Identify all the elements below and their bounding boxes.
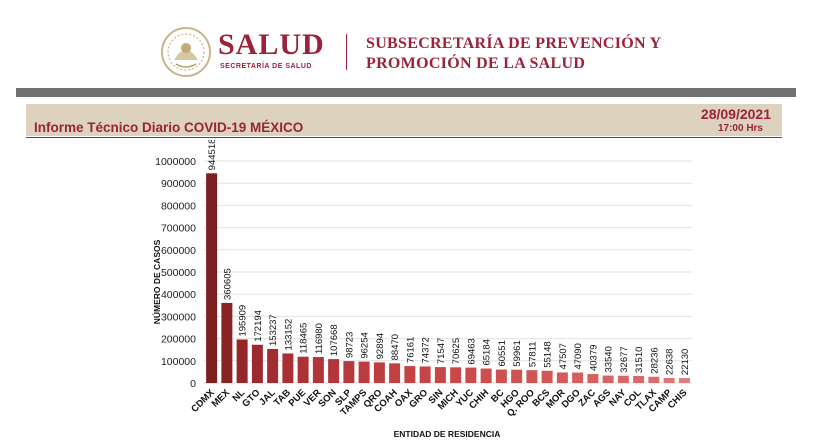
bar-value-label: 57811: [527, 341, 538, 367]
bar: [617, 375, 629, 383]
bar-value-label: 107668: [329, 324, 340, 356]
bar: [633, 376, 645, 383]
header-divider: [346, 34, 347, 70]
bar-value-label: 22130: [680, 349, 691, 375]
bar-value-label: 944518: [207, 140, 218, 170]
y-tick-label: 100000: [161, 356, 196, 368]
bar: [678, 378, 690, 383]
bar-value-label: 70625: [451, 338, 462, 364]
bar: [587, 374, 599, 383]
brand-subtitle: SECRETARÍA DE SALUD: [220, 63, 312, 70]
bar: [221, 302, 233, 383]
header-band: [16, 88, 796, 97]
bar: [648, 376, 660, 383]
bar: [419, 366, 431, 383]
y-tick-label: 900000: [161, 178, 196, 190]
bar: [602, 375, 614, 383]
x-tick-label: MEX: [210, 387, 233, 410]
bar: [297, 356, 309, 383]
bar-value-label: 76161: [405, 337, 416, 363]
bar-value-label: 153237: [268, 314, 279, 346]
subsecretaria-line-1: SUBSECRETARÍA DE PREVENCIÓN Y: [366, 35, 662, 52]
x-axis-title: ENTIDAD DE RESIDENCIA: [394, 429, 501, 439]
y-axis-ticks: 0 100000 200000 300000 400000 500000 600000 700…: [155, 156, 196, 390]
report-date: 28/09/2021: [700, 106, 771, 122]
national-seal-icon: [161, 27, 211, 77]
bar-value-label: 133152: [283, 319, 294, 351]
bar-value-label: 47090: [573, 343, 584, 369]
report-underline: [26, 137, 782, 138]
bar: [206, 173, 218, 383]
bar: [312, 357, 324, 383]
bar: [556, 372, 568, 383]
bar: [434, 367, 446, 383]
y-axis-title: NÚMERO DE CASOS: [151, 239, 162, 324]
bar: [236, 339, 248, 383]
y-tick-label: 200000: [161, 334, 196, 346]
bar: [282, 353, 294, 383]
bar-value-label: 69463: [466, 338, 477, 364]
y-tick-label: 400000: [161, 289, 196, 301]
bar: [526, 370, 538, 383]
bar-value-label: 116980: [314, 323, 325, 354]
bar-value-label: 32677: [619, 346, 630, 372]
chart-bars: [206, 173, 690, 383]
bar: [404, 366, 416, 383]
x-axis-labels: CDMXMEXNLGTOJALTABPUEVERSONSLPTAMPSQROCO…: [189, 387, 689, 420]
bar: [465, 367, 477, 383]
bar-value-label: 98723: [344, 332, 355, 358]
bar-value-label: 55148: [543, 341, 554, 367]
y-tick-label: 600000: [161, 245, 196, 257]
subsecretaria-line-2: PROMOCIÓN DE LA SALUD: [366, 55, 586, 72]
report-banner: [26, 104, 782, 136]
y-tick-label: 0: [190, 378, 196, 390]
bar: [663, 377, 675, 383]
bar-value-label: 28236: [649, 347, 660, 373]
bar-value-label: 59961: [512, 340, 523, 366]
report-time: 17:00 Hrs: [717, 123, 763, 134]
bar: [495, 369, 507, 383]
bar: [358, 361, 370, 383]
y-tick-label: 500000: [161, 267, 196, 279]
bar-value-label: 33540: [604, 346, 615, 372]
y-tick-label: 800000: [161, 200, 196, 212]
bar: [251, 344, 263, 383]
bar: [572, 372, 584, 383]
bar-value-label: 92894: [375, 333, 386, 359]
bar: [511, 369, 523, 383]
bar-value-label: 172194: [253, 310, 264, 342]
brand-title: SALUD: [218, 28, 325, 61]
y-tick-label: 700000: [161, 223, 196, 235]
bar-value-label: 71547: [436, 338, 447, 364]
bar-value-label: 65184: [482, 339, 493, 365]
bar: [389, 363, 401, 383]
bar: [373, 362, 385, 383]
bar: [343, 361, 355, 383]
report-title: Informe Técnico Diario COVID-19 MÉXICO: [34, 120, 304, 135]
bar-value-label: 74372: [421, 337, 432, 363]
bar: [450, 367, 462, 383]
bar-value-label: 60551: [497, 340, 508, 366]
cases-bar-chart: 0 100000 200000 300000 400000 500000 600000 700…: [151, 140, 692, 439]
bar-value-label: 22638: [665, 349, 676, 375]
bar-value-label: 47507: [558, 343, 569, 369]
bar-value-label: 88470: [390, 334, 401, 360]
header: SALUD SECRETARÍA DE SALUD SUBSECRETARÍA …: [0, 0, 815, 88]
chart-grid: [204, 160, 692, 384]
y-tick-label: 1000000: [155, 156, 196, 168]
bar: [541, 370, 553, 383]
bar-value-label: 31510: [634, 347, 645, 373]
bar-value-label: 118465: [299, 323, 310, 354]
bar: [267, 348, 279, 383]
bar: [328, 359, 340, 383]
bar-value-label: 96254: [360, 332, 371, 358]
bar-value-label: 360605: [222, 268, 233, 300]
bar-value-label: 195909: [238, 305, 249, 337]
subsecretaria-name: SUBSECRETARÍA DE PREVENCIÓN Y PROMOCIÓN …: [366, 34, 661, 74]
bar: [480, 368, 492, 383]
data-labels: 944518 360605 195909 172194 153237 133152 1184…: [207, 140, 691, 375]
bar-value-label: 40379: [588, 345, 599, 371]
y-tick-label: 300000: [161, 311, 196, 323]
